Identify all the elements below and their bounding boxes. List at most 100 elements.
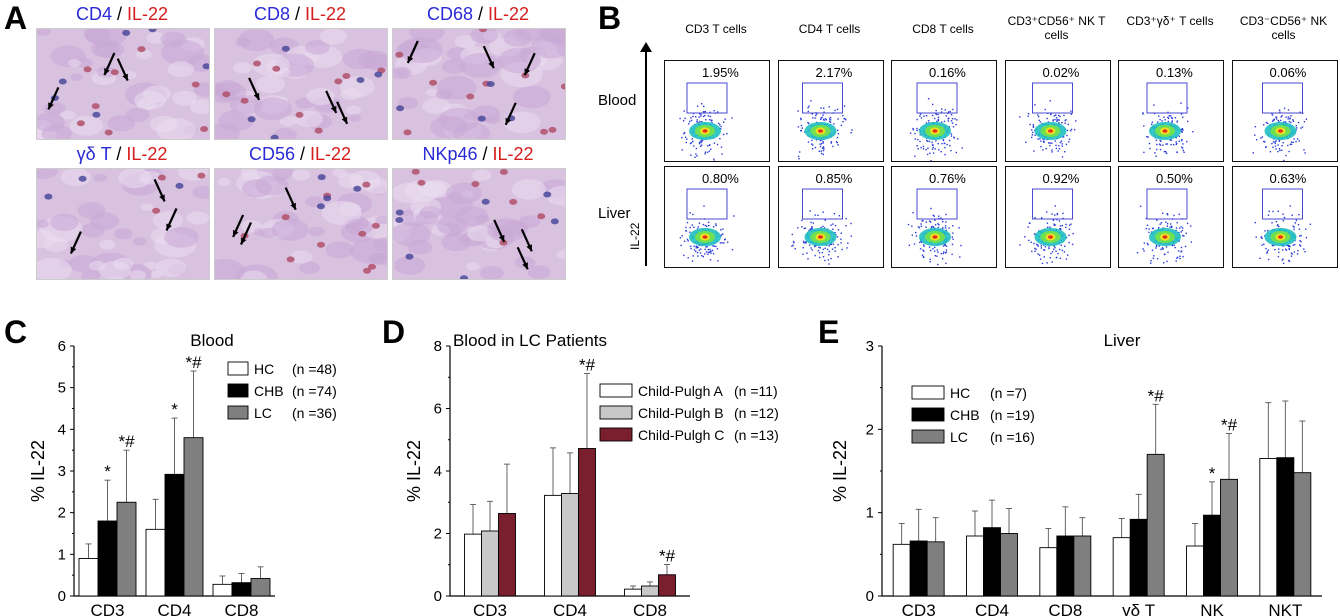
significance-marker: *# <box>118 432 135 451</box>
legend-series-name: CHB <box>950 407 980 423</box>
flow-percentage-liver: 0.85% <box>815 171 853 186</box>
legend-swatch <box>911 407 945 422</box>
legend-n-label: (n =19) <box>990 407 1035 423</box>
legend-n-label: (n =13) <box>734 427 779 443</box>
y-axis-label: % IL-22 <box>404 440 424 502</box>
legend-swatch <box>599 427 633 442</box>
legend-series-name: HC <box>254 361 274 377</box>
row-label-liver: Liver <box>598 205 631 222</box>
flow-percentage-blood: 1.95% <box>702 65 739 80</box>
legend-series-name: Child-Pulgh C <box>638 427 724 443</box>
y-tick-label: 0 <box>434 588 442 605</box>
flow-percentage-liver: 0.76% <box>929 171 966 186</box>
flow-plot-liver <box>1231 166 1338 268</box>
legend-swatch <box>599 383 633 398</box>
ihc-cytokine-label: IL-22 <box>126 144 168 164</box>
flow-percentage-liver: 0.50% <box>1156 171 1193 186</box>
ihc-cytokine-label: IL-22 <box>488 4 530 24</box>
flow-column-header: CD4 T cells <box>798 22 861 36</box>
category-label: NKT <box>1268 601 1302 616</box>
legend-swatch <box>911 429 945 444</box>
y-tick-label: 6 <box>58 338 66 355</box>
bar <box>983 527 1001 597</box>
category-label: CD3 <box>902 601 936 616</box>
flow-plot-blood <box>664 60 770 162</box>
panel-label-b: B <box>598 0 622 36</box>
legend-series-name: LC <box>254 405 272 421</box>
flow-percentage-blood: 0.16% <box>929 65 966 80</box>
legend-swatch <box>227 405 249 420</box>
bar <box>544 494 562 597</box>
bar <box>641 585 659 597</box>
legend-series-name: Child-Pulgh B <box>638 405 724 421</box>
panel-label-a: A <box>4 0 28 36</box>
bar <box>561 493 579 597</box>
ihc-separator: / <box>111 4 127 24</box>
flow-plot-blood <box>891 60 997 162</box>
bar <box>1056 535 1075 597</box>
legend-swatch <box>227 383 249 398</box>
bar <box>926 541 945 597</box>
flow-plot-liver <box>664 166 770 268</box>
ihc-marker-label: CD68 <box>426 4 473 24</box>
significance-marker: *# <box>1221 416 1238 435</box>
legend-n-label: (n =48) <box>292 361 337 377</box>
bar <box>1073 535 1092 597</box>
ihc-cytokine-label: IL-22 <box>310 144 352 164</box>
significance-marker: * <box>104 462 111 481</box>
il22-axis-label: IL-22 <box>628 222 642 250</box>
bar <box>658 574 676 597</box>
panel-label-d: D <box>382 314 406 350</box>
panel-label-c: C <box>4 314 28 350</box>
significance-marker: *# <box>579 356 596 375</box>
legend-n-label: (n =12) <box>734 405 779 421</box>
flow-column-header: CD3⁺γδ⁺ T cells <box>1126 14 1214 28</box>
flow-plot-liver <box>1004 166 1111 270</box>
bar <box>1186 545 1204 597</box>
y-tick-label: 3 <box>866 338 874 355</box>
flow-percentage-blood: 0.02% <box>1042 65 1080 80</box>
y-tick-label: 8 <box>434 338 442 355</box>
bar <box>1146 453 1165 597</box>
flow-column-header: CD3⁺CD56⁺ NK T cells <box>1007 14 1106 42</box>
panel-label-e: E <box>818 314 840 350</box>
category-label: CD4 <box>553 601 587 616</box>
bar <box>1129 518 1148 597</box>
ihc-title-4: γδ T / IL-22 <box>36 144 208 164</box>
significance-marker: *# <box>1148 386 1165 405</box>
ihc-marker-label: CD4 <box>75 4 112 24</box>
bar <box>183 437 204 597</box>
ihc-title-3: CD68 / IL-22 <box>392 4 564 24</box>
chart-e-liver: 0 1 2 3 % IL-22 Liver CD3 CD4 CD8 *# γδ T * *# NK NKT H… <box>830 331 1322 616</box>
flow-percentage-blood: 0.06% <box>1269 65 1307 80</box>
bar <box>145 528 166 597</box>
y-tick-label: 2 <box>58 505 66 522</box>
flow-plot-liver <box>891 166 997 269</box>
y-tick-label: 0 <box>58 588 66 605</box>
flow-plot-blood <box>1004 60 1111 162</box>
legend-n-label: (n =74) <box>292 383 337 399</box>
legend-n-label: (n =16) <box>990 429 1035 445</box>
significance-marker: * <box>171 400 178 419</box>
category-label: NK <box>1200 601 1224 616</box>
bar <box>892 543 911 597</box>
legend-series-name: LC <box>950 429 968 445</box>
ihc-micrograph-3 <box>392 28 566 140</box>
flow-column-header: CD8 T cells <box>912 22 974 36</box>
flow-column-header: CD3 T cells <box>685 22 747 36</box>
bar <box>1293 472 1312 597</box>
bar <box>250 578 271 597</box>
ihc-marker-label: CD8 <box>253 4 290 24</box>
ihc-title-2: CD8 / IL-22 <box>214 4 386 24</box>
bar <box>1039 547 1058 597</box>
bar <box>1220 478 1238 597</box>
chart-title: Blood in LC Patients <box>453 331 607 350</box>
legend-series-name: Child-Pulgh A <box>638 383 723 399</box>
ihc-micrograph-4 <box>36 168 210 280</box>
ihc-separator: / <box>472 4 488 24</box>
category-label: CD8 <box>633 601 667 616</box>
category-label: CD8 <box>224 601 258 616</box>
ihc-cytokine-label: IL-22 <box>305 4 347 24</box>
flow-percentage-liver: 0.92% <box>1042 171 1080 186</box>
ihc-cytokine-label: IL-22 <box>492 144 534 164</box>
